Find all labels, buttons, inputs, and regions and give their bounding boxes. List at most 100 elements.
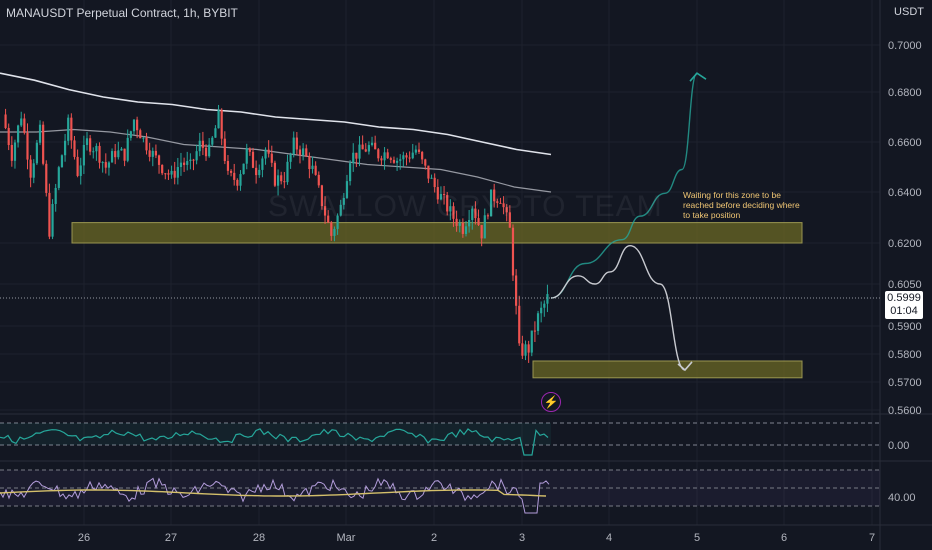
candle-down	[505, 207, 508, 213]
candle-down	[386, 152, 389, 159]
candle-down	[76, 156, 79, 176]
candle-up	[302, 148, 305, 156]
candle-up	[358, 144, 361, 159]
candle-up	[214, 128, 217, 138]
candle-up	[395, 160, 399, 163]
candle-up	[342, 197, 345, 205]
candle-up	[471, 208, 474, 220]
rsi-level-label: 40.00	[888, 492, 916, 504]
candle-up	[132, 119, 136, 132]
candle-down	[433, 177, 436, 188]
candle-up	[82, 144, 85, 166]
candle-up	[51, 203, 54, 237]
candle-down	[161, 164, 164, 174]
candle-down	[427, 165, 430, 179]
candle-up	[60, 155, 64, 168]
candle-down	[192, 159, 195, 161]
candle-up	[95, 145, 98, 152]
candle-up	[195, 151, 198, 161]
candle-up	[63, 140, 67, 156]
candle-up	[411, 152, 414, 159]
candle-down	[405, 155, 408, 158]
candle-up	[336, 215, 339, 229]
candle-down	[314, 165, 317, 175]
candle-down	[145, 137, 148, 151]
lightning-icon[interactable]: ⚡	[541, 392, 561, 412]
candle-down	[42, 124, 45, 164]
price-tick-label: 0.5600	[888, 405, 922, 417]
candle-down	[70, 117, 73, 141]
candle-down	[527, 344, 530, 353]
candle-up	[402, 155, 405, 160]
rsi-band-fill	[0, 470, 880, 506]
candle-down	[436, 187, 439, 200]
candle-down	[493, 189, 496, 202]
candle-up	[16, 125, 20, 143]
candle-up	[126, 137, 129, 161]
candle-up	[20, 118, 23, 126]
candle-up	[383, 152, 386, 161]
candle-down	[204, 147, 208, 157]
price-tick-label: 0.7000	[888, 40, 922, 52]
candle-down	[139, 130, 142, 139]
candle-down	[361, 144, 364, 150]
candle-down	[295, 137, 298, 150]
candle-up	[54, 187, 57, 204]
candle-up	[35, 142, 38, 164]
candle-down	[480, 225, 483, 239]
candle-down	[183, 162, 186, 165]
oscillator-line	[0, 428, 549, 456]
candle-up	[151, 150, 154, 157]
candle-up	[129, 131, 132, 138]
candle-up	[239, 174, 242, 186]
candle-up	[176, 167, 179, 178]
candle-down	[267, 149, 270, 154]
candle-down	[164, 173, 167, 175]
candle-down	[48, 192, 51, 237]
projections	[550, 72, 707, 372]
candle-down	[29, 159, 32, 178]
candle-up	[142, 137, 145, 139]
price-tick-label: 0.5800	[888, 349, 922, 361]
time-tick-label: 27	[165, 532, 177, 544]
candle-down	[226, 161, 230, 171]
candle-down	[446, 195, 449, 212]
candle-up	[530, 330, 533, 353]
oscillator-pane	[0, 422, 880, 456]
candle-up	[179, 162, 183, 168]
last-price-label: 0.5999 01:04	[885, 291, 923, 319]
candle-down	[502, 203, 505, 208]
time-tick-label: 4	[606, 532, 612, 544]
candle-up	[13, 142, 17, 161]
candle-up	[524, 344, 527, 356]
candle-down	[136, 119, 139, 131]
candle-down	[236, 179, 239, 186]
candle-down	[392, 159, 396, 163]
osc-fill	[0, 423, 551, 445]
price-tick-label: 0.6600	[888, 137, 922, 149]
candle-up	[258, 169, 261, 176]
candle-up	[464, 226, 468, 234]
candle-up	[439, 194, 443, 200]
candle-countdown: 01:04	[890, 305, 918, 317]
candle-down	[167, 173, 170, 175]
candle-down	[455, 218, 458, 226]
candle-down	[355, 152, 358, 159]
candle-up	[208, 144, 211, 157]
candle-up	[333, 228, 336, 236]
candle-up	[38, 124, 42, 143]
candle-down	[280, 175, 283, 182]
candle-up	[292, 137, 295, 155]
candle-up	[483, 215, 486, 239]
arrowhead-down	[677, 361, 693, 372]
candle-up	[289, 154, 292, 162]
candle-up	[458, 222, 461, 226]
projection-down-path	[550, 245, 686, 371]
rsi-signal-line	[0, 489, 547, 497]
candle-up	[345, 181, 349, 198]
candle-down	[417, 149, 421, 152]
last-price-value: 0.5999	[887, 292, 921, 304]
candle-down	[4, 114, 7, 128]
time-tick-label: 2	[431, 532, 437, 544]
